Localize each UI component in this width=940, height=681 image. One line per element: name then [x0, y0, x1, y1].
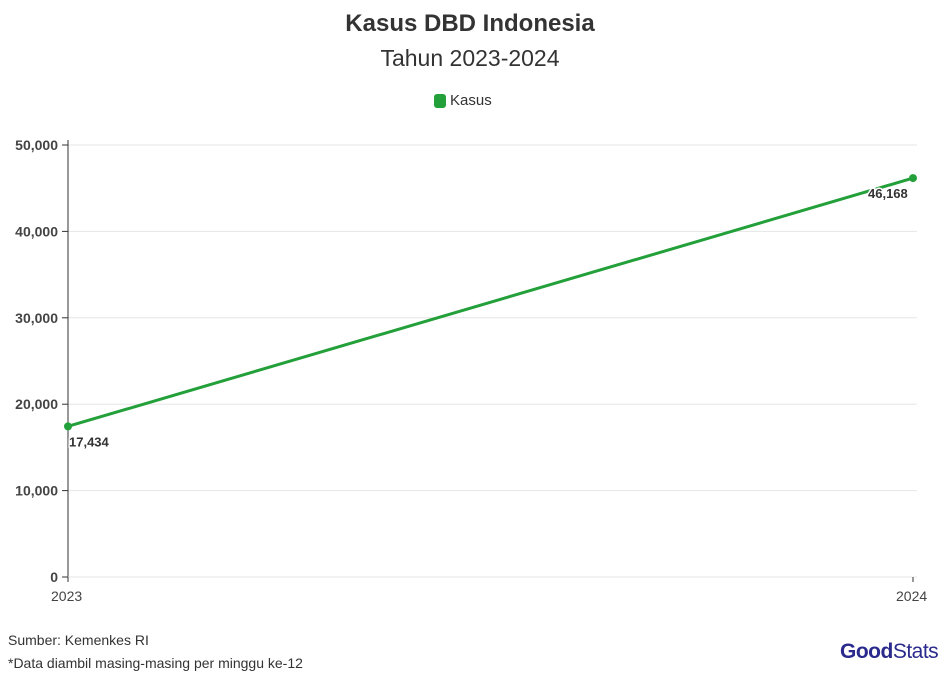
line-chart: 0 10,000 20,000 30,000 40,000 50,000 2023 2024 1…: [15, 137, 927, 604]
x-tick-label: 2023: [51, 588, 82, 604]
logo-bold: Good: [840, 640, 893, 663]
source-text: Sumber: Kemenkes RI: [8, 632, 149, 648]
y-tick-label: 50,000: [15, 137, 58, 153]
series-line: [67, 176, 914, 428]
goodstats-logo: GoodStats: [840, 640, 939, 664]
legend[interactable]: Kasus: [434, 92, 492, 109]
logo-light: Stats: [892, 640, 939, 663]
chart-subtitle: Tahun 2023-2024: [380, 45, 560, 71]
y-tick-label: 0: [50, 569, 58, 585]
data-label: 17,434: [69, 434, 110, 449]
x-tick-label: 2024: [896, 588, 927, 604]
note-text: *Data diambil masing-masing per minggu k…: [8, 655, 303, 671]
y-tick-label: 20,000: [15, 396, 58, 412]
chart-title: Kasus DBD Indonesia: [345, 10, 595, 37]
data-label: 46,168: [868, 186, 908, 201]
legend-label: Kasus: [450, 92, 492, 109]
y-tick-label: 30,000: [15, 310, 58, 326]
data-point: [64, 422, 72, 431]
y-tick-label: 10,000: [15, 483, 58, 499]
y-tick-label: 40,000: [15, 223, 58, 239]
legend-swatch: [434, 93, 446, 108]
data-point: [909, 174, 917, 183]
